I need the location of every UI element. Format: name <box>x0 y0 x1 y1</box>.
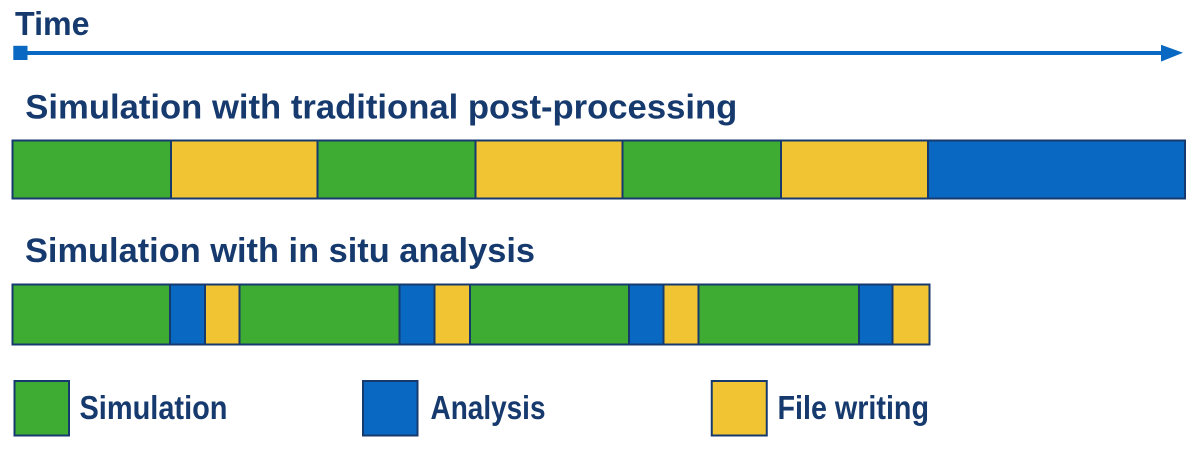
svg-text:Analysis: Analysis <box>431 389 546 426</box>
svg-text:File writing: File writing <box>778 389 930 426</box>
svg-text:Time: Time <box>15 5 90 42</box>
svg-text:Simulation with in situ analys: Simulation with in situ analysis <box>25 232 535 270</box>
svg-text:Simulation with traditional po: Simulation with traditional post-process… <box>25 89 737 127</box>
svg-text:Simulation: Simulation <box>80 389 228 426</box>
